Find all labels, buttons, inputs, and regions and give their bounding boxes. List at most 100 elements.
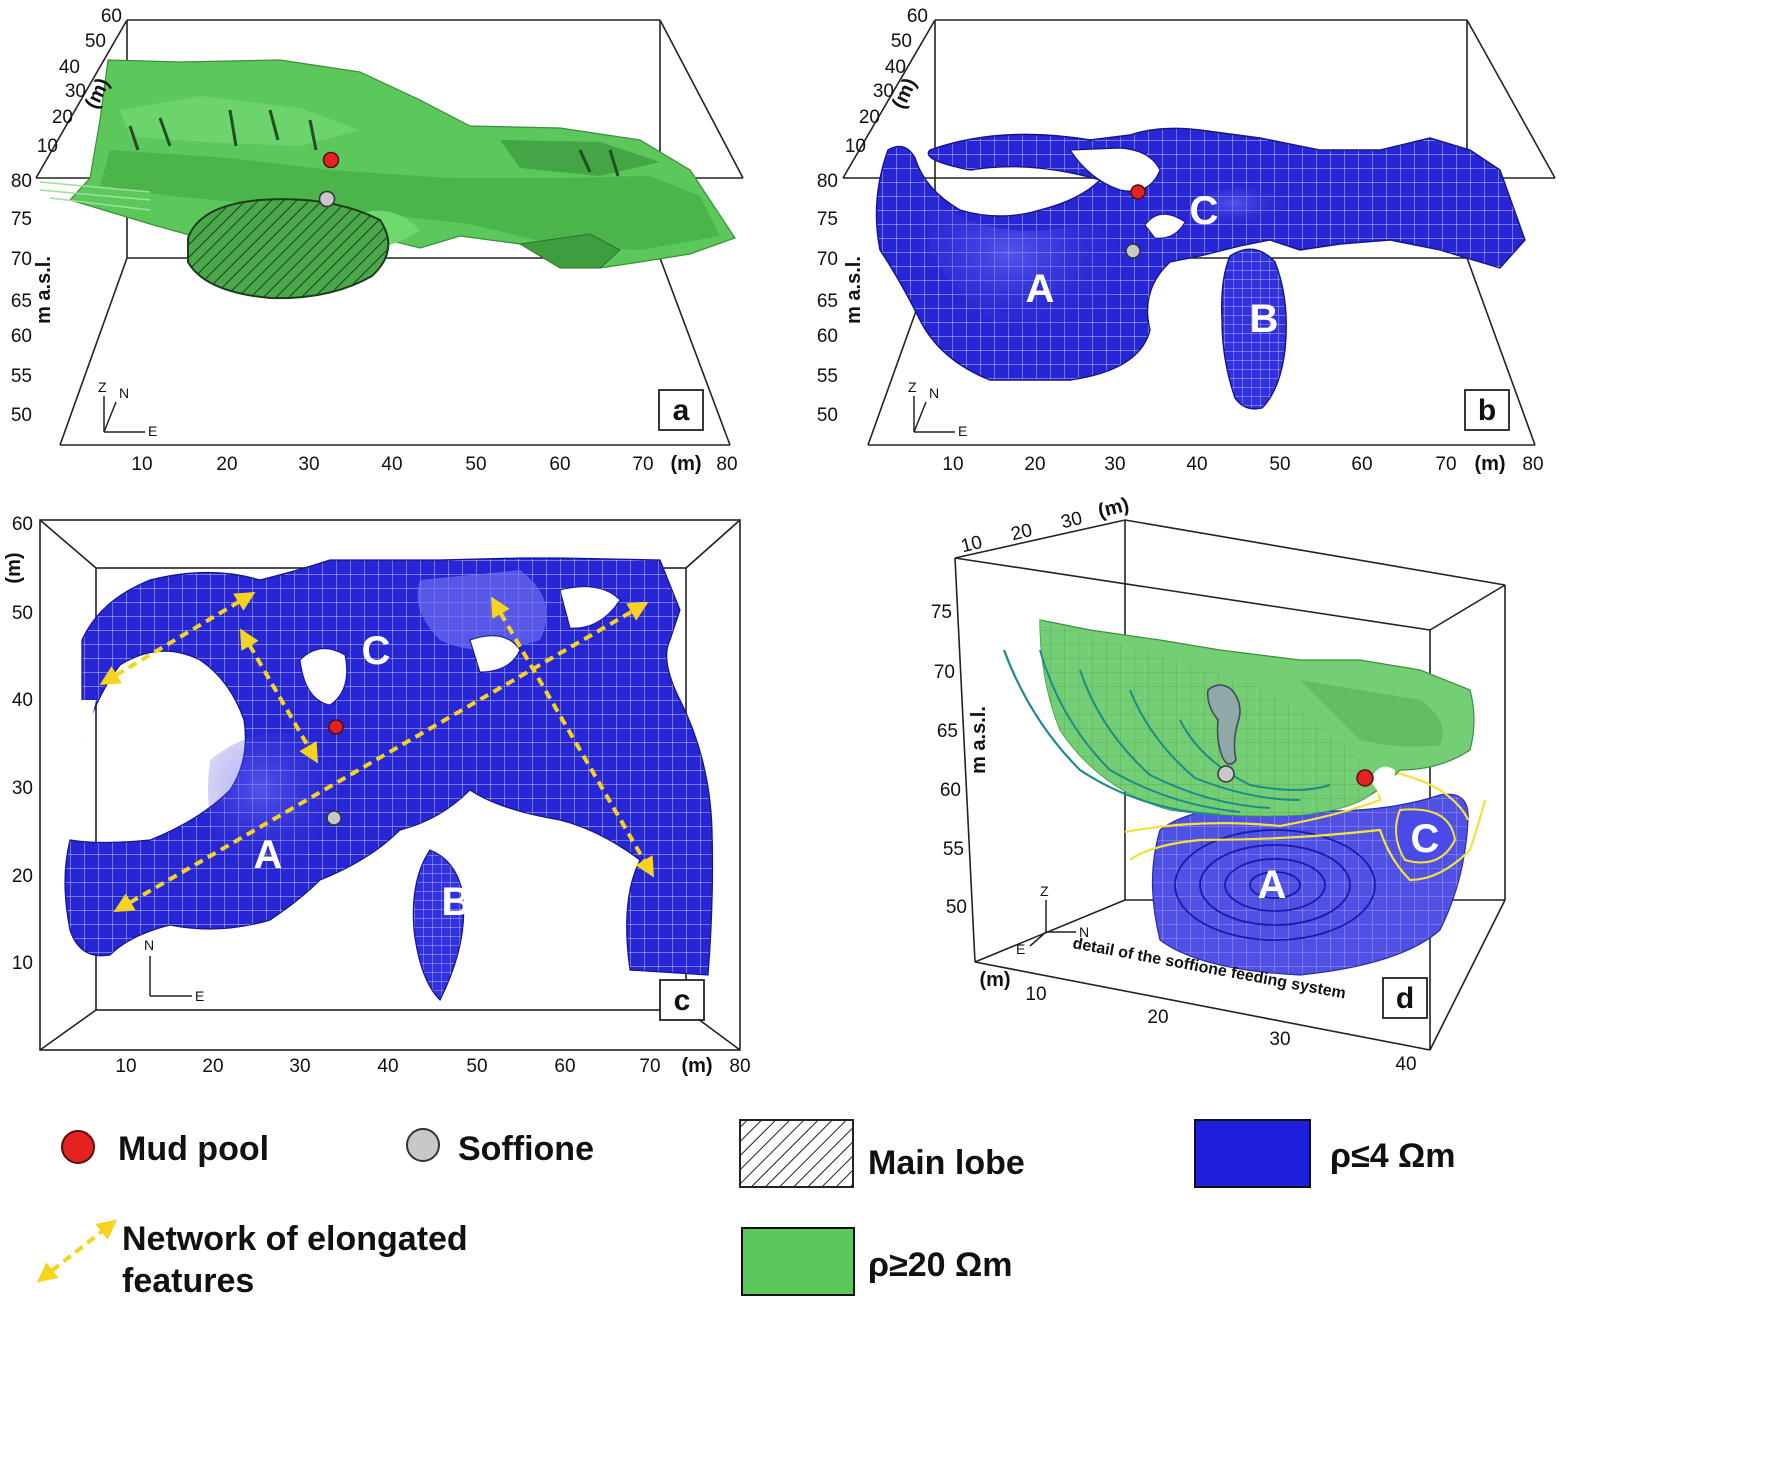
legend-network-label-line2: features <box>122 1262 254 1300</box>
panel-a-compass: Z N E <box>98 379 157 439</box>
legend-soffione-label: Soffione <box>458 1130 594 1168</box>
panel-b-y-tick: 50 <box>891 31 912 52</box>
panel-b-x-unit: (m) <box>1474 453 1505 475</box>
panel-a-mud-pool-marker <box>322 151 340 169</box>
panel-d-y-unit: (m) <box>1096 494 1132 523</box>
panel-c-network-arrows <box>99 591 655 913</box>
panel-c-network-arrow <box>113 601 649 913</box>
panel-d-soffione-marker <box>1217 765 1235 783</box>
svg-text:b: b <box>1478 394 1496 427</box>
panel-b-z-tick: 70 <box>817 249 838 270</box>
panel-d-x-tick: 20 <box>1147 1007 1168 1028</box>
panel-a-z-tick: 50 <box>11 405 32 426</box>
panel-d-soffione-plume <box>1206 684 1241 765</box>
panel-a-x-tick: 40 <box>381 454 402 475</box>
svg-text:a: a <box>673 394 690 427</box>
panel-c-low-resistivity-body <box>64 557 714 1002</box>
panel-b-x-tick: 30 <box>1104 454 1125 475</box>
panel-a-z-axis-label: m a.s.l. <box>33 256 55 324</box>
legend-main-lobe-label: Main lobe <box>868 1144 1025 1182</box>
panel-c-mud-pool-marker <box>328 719 344 735</box>
panel-a-y-tick: 20 <box>52 107 73 128</box>
panel-c-y-tick: 50 <box>12 603 33 624</box>
panel-c-zone-b: B <box>442 880 471 924</box>
panel-b-x-tick: 10 <box>942 454 963 475</box>
panel-a-y-tick: 50 <box>85 31 106 52</box>
panel-c-soffione-marker <box>326 810 342 826</box>
panel-d-x-tick: 10 <box>1025 984 1046 1005</box>
legend-main-lobe: Main lobe <box>739 1119 1025 1188</box>
panel-a-x-unit: (m) <box>670 453 701 475</box>
panel-a-z-ticks: 80 75 70 65 60 55 50 m a.s.l. <box>11 171 55 426</box>
panel-d-z-tick: 75 <box>931 602 952 623</box>
panel-c-zone-c: C <box>362 629 391 673</box>
panel-a-x-tick: 80 <box>716 454 737 475</box>
panel-c-y-tick: 60 <box>12 514 33 535</box>
legend-soffione: Soffione <box>406 1128 594 1168</box>
panel-d-compass: Z E N <box>1016 883 1089 957</box>
panel-b-z-tick: 80 <box>817 171 838 192</box>
panel-d-z-tick: 65 <box>937 721 958 742</box>
panel-b-z-axis-label: m a.s.l. <box>843 256 865 324</box>
panel-b-x-tick: 60 <box>1351 454 1372 475</box>
legend-soffione-symbol <box>406 1128 440 1162</box>
legend-main-lobe-swatch <box>739 1119 854 1188</box>
panel-c: A B C 10 20 30 40 50 60 70 80 (m) 60 50 … <box>3 514 751 1077</box>
panel-d-z-tick: 55 <box>943 839 964 860</box>
panel-a-x-ticks: 10 20 30 40 50 60 70 80 (m) <box>131 453 737 475</box>
panel-d-yellow-contours <box>1124 768 1487 882</box>
panel-c-compass: N E <box>144 937 204 1004</box>
panel-b-x-ticks: 10 20 30 40 50 60 70 80 (m) <box>942 453 1543 475</box>
panel-a-z-tick: 75 <box>11 209 32 230</box>
panel-a-x-tick: 30 <box>298 454 319 475</box>
panel-a-x-tick: 60 <box>549 454 570 475</box>
legend-high-resistivity-label: ρ≥20 Ωm <box>868 1246 1012 1284</box>
panel-a-y-tick: 60 <box>101 6 122 27</box>
panel-c-compass-n: N <box>144 937 154 953</box>
panel-a-compass-e: E <box>148 423 157 439</box>
panel-d-compass-n: N <box>1079 924 1089 940</box>
panel-d-z-tick: 70 <box>934 662 955 683</box>
legend-mud-pool: Mud pool <box>61 1130 269 1168</box>
panel-b-x-tick: 80 <box>1522 454 1543 475</box>
panel-c-x-ticks: 10 20 30 40 50 60 70 80 (m) <box>115 1055 750 1077</box>
panel-a-x-tick: 10 <box>131 454 152 475</box>
panel-a-z-tick: 70 <box>11 249 32 270</box>
legend-network: Network of elongated features <box>36 1219 468 1300</box>
legend-network-label-line1: Network of elongated <box>122 1220 468 1258</box>
panel-c-y-unit: (m) <box>3 552 25 583</box>
panel-b-y-tick: 60 <box>907 6 928 27</box>
panel-a-y-tick: 40 <box>59 57 80 78</box>
panel-a-z-tick: 60 <box>11 326 32 347</box>
panel-b-soffione-marker <box>1125 243 1141 259</box>
svg-text:c: c <box>674 984 691 1017</box>
panel-c-y-tick: 30 <box>12 778 33 799</box>
panel-d-x-tick: 30 <box>1269 1029 1290 1050</box>
panel-c-x-tick: 20 <box>202 1056 223 1077</box>
panel-b-z-tick: 65 <box>817 291 838 312</box>
legend-high-resistivity: ρ≥20 Ωm <box>741 1227 1012 1296</box>
legend-low-resistivity-swatch <box>1194 1119 1311 1188</box>
panel-b-label: b <box>1464 389 1510 431</box>
legend-high-resistivity-swatch <box>741 1227 855 1296</box>
panel-d-x-ticks: 10 20 30 40 (m) <box>979 969 1416 1075</box>
panel-c-y-tick: 10 <box>12 953 33 974</box>
panel-d-compass-z: Z <box>1040 883 1049 899</box>
panel-d-z-tick: 60 <box>940 780 961 801</box>
panel-b-x-tick: 20 <box>1024 454 1045 475</box>
legend-mud-pool-label: Mud pool <box>118 1130 269 1168</box>
panel-a: 10 20 30 40 50 60 70 80 (m) 10 20 30 40 … <box>11 6 744 475</box>
panel-b-compass-n: N <box>929 385 939 401</box>
panel-c-x-tick: 30 <box>289 1056 310 1077</box>
panel-b-zone-c: C <box>1190 189 1219 233</box>
panel-b-z-ticks: 80 75 70 65 60 55 50 m a.s.l. <box>817 171 865 426</box>
panel-b-x-tick: 70 <box>1435 454 1456 475</box>
panel-b-zone-a: A <box>1026 267 1055 311</box>
panel-b-z-tick: 75 <box>817 209 838 230</box>
panel-b-z-tick: 60 <box>817 326 838 347</box>
panel-a-label: a <box>658 389 704 431</box>
panel-c-y-ticks: 60 50 40 30 20 10 (m) <box>3 514 33 974</box>
panel-b-y-tick: 40 <box>885 57 906 78</box>
panel-c-x-unit: (m) <box>681 1055 712 1077</box>
panel-b-compass-z: Z <box>908 379 917 395</box>
